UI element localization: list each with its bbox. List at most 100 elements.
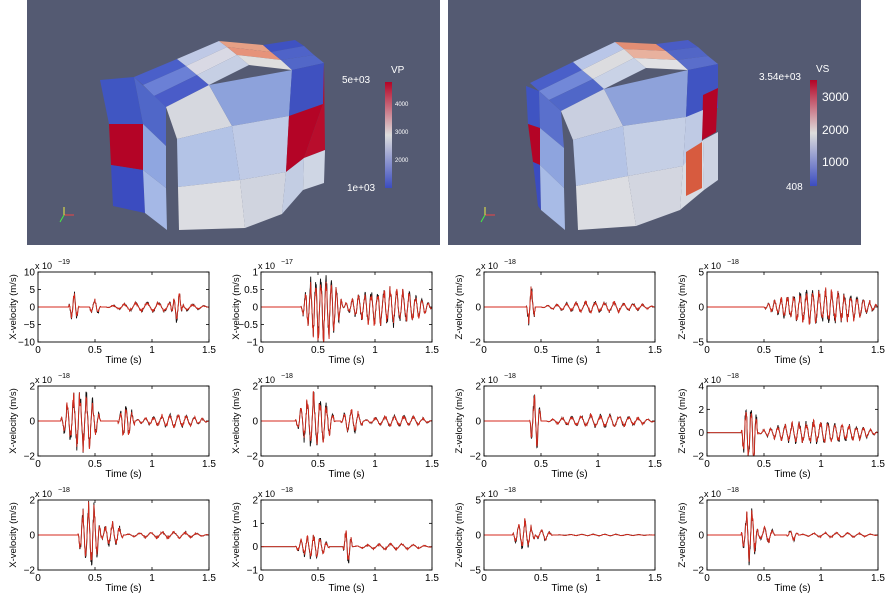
- synthetic-trace-line: [484, 286, 655, 324]
- vp-colorbar-min: 1e+03: [347, 183, 376, 194]
- x-tick-label: 1.5: [425, 573, 439, 584]
- vs-colorbar-min: 408: [786, 182, 803, 193]
- y-axis-label: X-velocity (m/s): [8, 388, 19, 453]
- y-tick-label: −2: [24, 452, 36, 463]
- y-axis-label: X-velocity (m/s): [231, 274, 242, 339]
- x-tick-label: 0: [258, 345, 264, 356]
- x-tick-label: 1: [372, 573, 378, 584]
- plot-frame: [260, 385, 433, 457]
- x-tick-label: 0: [35, 573, 41, 584]
- y-tick-label: 0: [698, 531, 704, 542]
- vs-colorbar-tick: 2000: [822, 123, 849, 137]
- plot-frame: [37, 271, 210, 343]
- y-exponent-power: −19: [58, 259, 70, 266]
- x-tick-label: 0.5: [534, 345, 548, 356]
- synthetic-trace-line: [261, 391, 433, 446]
- x-tick-label: 1.5: [202, 573, 216, 584]
- y-exponent: x 10: [258, 375, 275, 385]
- vs-axis-icon: [480, 207, 495, 223]
- y-exponent: x 10: [258, 489, 275, 499]
- vs-colorbar-tick: 1000: [822, 155, 849, 169]
- x-tick-label: 0: [258, 459, 264, 470]
- y-exponent: x 10: [35, 261, 52, 271]
- vs-render-panel[interactable]: VS 3.54e+03 3000 2000 1000 408: [448, 0, 861, 245]
- vp-cube-top-face: [134, 40, 324, 107]
- x-tick-label: 1.5: [425, 459, 439, 470]
- y-axis-label: Z-velocity (m/s): [677, 275, 688, 340]
- x-tick-label: 0: [258, 573, 264, 584]
- y-tick-label: 0: [698, 428, 704, 439]
- plot-frame: [483, 499, 656, 571]
- x-tick-label: 1: [818, 345, 824, 356]
- synthetic-trace-line: [484, 518, 655, 546]
- vs-cube-right-face: [680, 64, 718, 210]
- y-tick-label: 4: [698, 382, 704, 393]
- vs-colorbar: [810, 80, 817, 186]
- x-tick-label: 1: [595, 345, 601, 356]
- x-tick-label: 1: [818, 573, 824, 584]
- y-axis-label: X-velocity (m/s): [8, 502, 19, 567]
- vs-cube-front-face: [561, 70, 688, 230]
- plot-frame: [483, 385, 656, 457]
- synthetic-trace-line: [38, 293, 210, 320]
- y-tick-label: 2: [29, 382, 35, 393]
- x-axis-label: Time (s): [105, 469, 141, 480]
- y-exponent-power: −18: [727, 487, 739, 494]
- y-tick-label: −2: [247, 452, 259, 463]
- y-exponent-power: −18: [504, 259, 516, 266]
- vp-render-panel[interactable]: VP 5e+03 4000 3000 2000 1e+03: [27, 0, 440, 245]
- x-tick-label: 1.5: [871, 345, 885, 356]
- y-tick-label: 5: [475, 496, 481, 507]
- y-tick-label: 0: [475, 417, 481, 428]
- x-tick-label: 0: [35, 345, 41, 356]
- y-tick-label: 2: [29, 496, 35, 507]
- x-axis-label: Time (s): [774, 469, 810, 480]
- x-tick-label: 1: [595, 459, 601, 470]
- y-exponent: x 10: [704, 489, 721, 499]
- y-exponent-power: −18: [727, 373, 739, 380]
- x-tick-label: 0.5: [88, 459, 102, 470]
- plot-frame: [260, 499, 433, 571]
- x-axis-label: Time (s): [328, 469, 364, 480]
- plot-frame: [483, 271, 656, 343]
- x-tick-label: 0.5: [88, 345, 102, 356]
- y-exponent: x 10: [35, 375, 52, 385]
- x-tick-label: 1.5: [871, 459, 885, 470]
- y-tick-label: 1: [252, 519, 258, 530]
- x-tick-label: 1.5: [648, 345, 662, 356]
- synthetic-trace-line: [38, 501, 210, 561]
- y-tick-label: 2: [252, 382, 258, 393]
- y-axis-label: Z-velocity (m/s): [454, 389, 465, 454]
- plot-frame: [260, 271, 433, 343]
- synthetic-trace-line: [484, 395, 655, 447]
- x-tick-label: 1.5: [202, 345, 216, 356]
- x-tick-label: 0: [704, 573, 710, 584]
- x-tick-label: 1: [818, 459, 824, 470]
- vs-colorbar-tick: 3000: [822, 90, 849, 104]
- vs-colorbar-max: 3.54e+03: [759, 72, 801, 83]
- plot-frame: [706, 385, 879, 457]
- observed-trace-line: [484, 286, 655, 326]
- y-tick-label: 0: [475, 303, 481, 314]
- observed-trace-line: [261, 275, 433, 343]
- x-tick-label: 1.5: [871, 573, 885, 584]
- x-tick-label: 1.5: [202, 459, 216, 470]
- y-exponent-power: −18: [58, 373, 70, 380]
- vp-colorbar-tick: 4000: [395, 102, 409, 108]
- synthetic-trace-line: [261, 530, 432, 561]
- y-exponent: x 10: [35, 489, 52, 499]
- y-exponent-power: −18: [727, 259, 739, 266]
- x-tick-label: 1: [595, 573, 601, 584]
- y-axis-label: Z-velocity (m/s): [454, 275, 465, 340]
- x-tick-label: 0.5: [311, 459, 325, 470]
- x-axis-label: Time (s): [105, 583, 141, 594]
- y-exponent: x 10: [481, 489, 498, 499]
- y-axis-label: X-velocity (m/s): [8, 274, 19, 339]
- x-axis-label: Time (s): [551, 355, 587, 366]
